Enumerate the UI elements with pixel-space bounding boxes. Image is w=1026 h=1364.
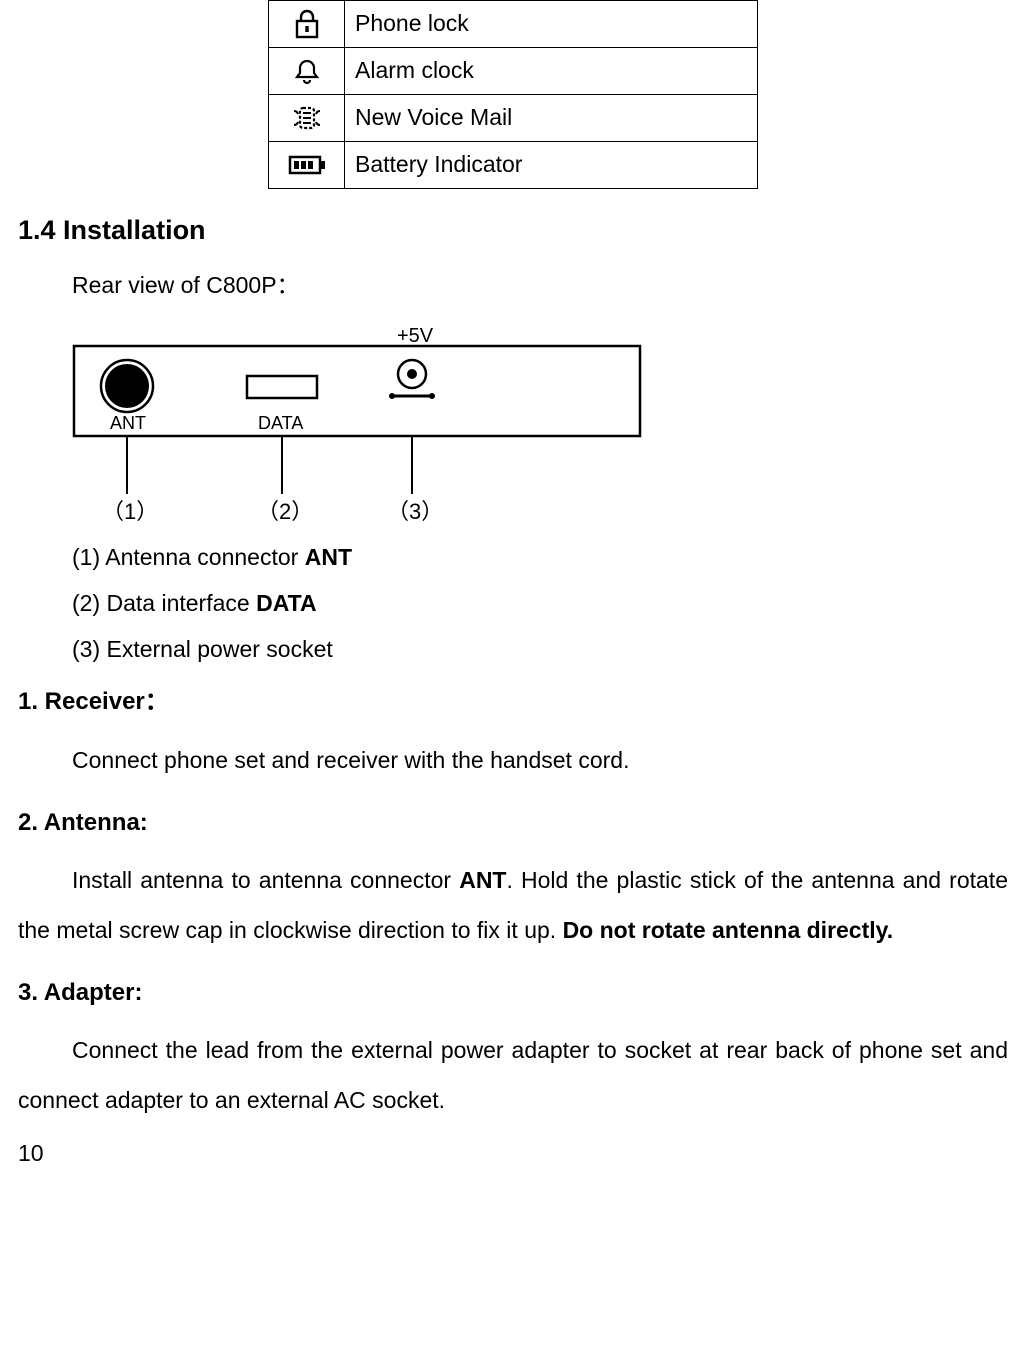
port-item-1: (1) Antenna connector ANT — [72, 543, 1008, 573]
port-item-3: (3) External power socket — [72, 635, 1008, 665]
battery-label: Battery Indicator — [345, 141, 758, 188]
diagram-5v-label: +5V — [397, 325, 434, 347]
page-number: 10 — [18, 1139, 1008, 1169]
diagram-num1: （1） — [102, 499, 158, 524]
voicemail-icon — [290, 103, 324, 133]
battery-icon-cell — [269, 141, 345, 188]
alarm-icon — [293, 57, 321, 85]
alarm-icon-cell — [269, 48, 345, 95]
port1-text: (1) Antenna connector — [72, 544, 305, 570]
lock-icon-cell — [269, 1, 345, 48]
rear-view-caption: Rear view of C800P： — [72, 271, 1008, 301]
battery-icon — [288, 154, 326, 176]
table-row: Alarm clock — [269, 48, 758, 95]
rear-panel-diagram: +5V ANT DATA （1） （2） （3） — [72, 324, 1008, 529]
antenna-bold2: Do not rotate antenna directly. — [563, 917, 894, 943]
icon-legend-table: Phone lock Alarm clock New Voice Mail — [268, 0, 758, 189]
port1-bold: ANT — [305, 544, 352, 570]
voicemail-icon-cell — [269, 94, 345, 141]
diagram-num3: （3） — [387, 499, 443, 524]
voicemail-label: New Voice Mail — [345, 94, 758, 141]
table-row: Phone lock — [269, 1, 758, 48]
table-row: Battery Indicator — [269, 141, 758, 188]
diagram-num2: （2） — [257, 499, 313, 524]
port2-bold: DATA — [256, 590, 316, 616]
receiver-body: Connect phone set and receiver with the … — [18, 736, 1008, 785]
port2-text: (2) Data interface — [72, 590, 256, 616]
alarm-label: Alarm clock — [345, 48, 758, 95]
antenna-bold1: ANT — [459, 867, 506, 893]
adapter-heading: 3. Adapter: — [18, 977, 1008, 1008]
lock-icon — [294, 9, 320, 39]
adapter-body: Connect the lead from the external power… — [18, 1026, 1008, 1125]
antenna-heading: 2. Antenna: — [18, 807, 1008, 838]
port-item-2: (2) Data interface DATA — [72, 589, 1008, 619]
receiver-heading: 1. Receiver： — [18, 686, 1008, 717]
installation-heading: 1.4 Installation — [18, 213, 1008, 248]
diagram-ant-label: ANT — [110, 413, 146, 433]
antenna-part1: Install antenna to antenna connector — [72, 867, 459, 893]
lock-label: Phone lock — [345, 1, 758, 48]
table-row: New Voice Mail — [269, 94, 758, 141]
antenna-body: Install antenna to antenna connector ANT… — [18, 856, 1008, 955]
diagram-data-label: DATA — [258, 413, 303, 433]
